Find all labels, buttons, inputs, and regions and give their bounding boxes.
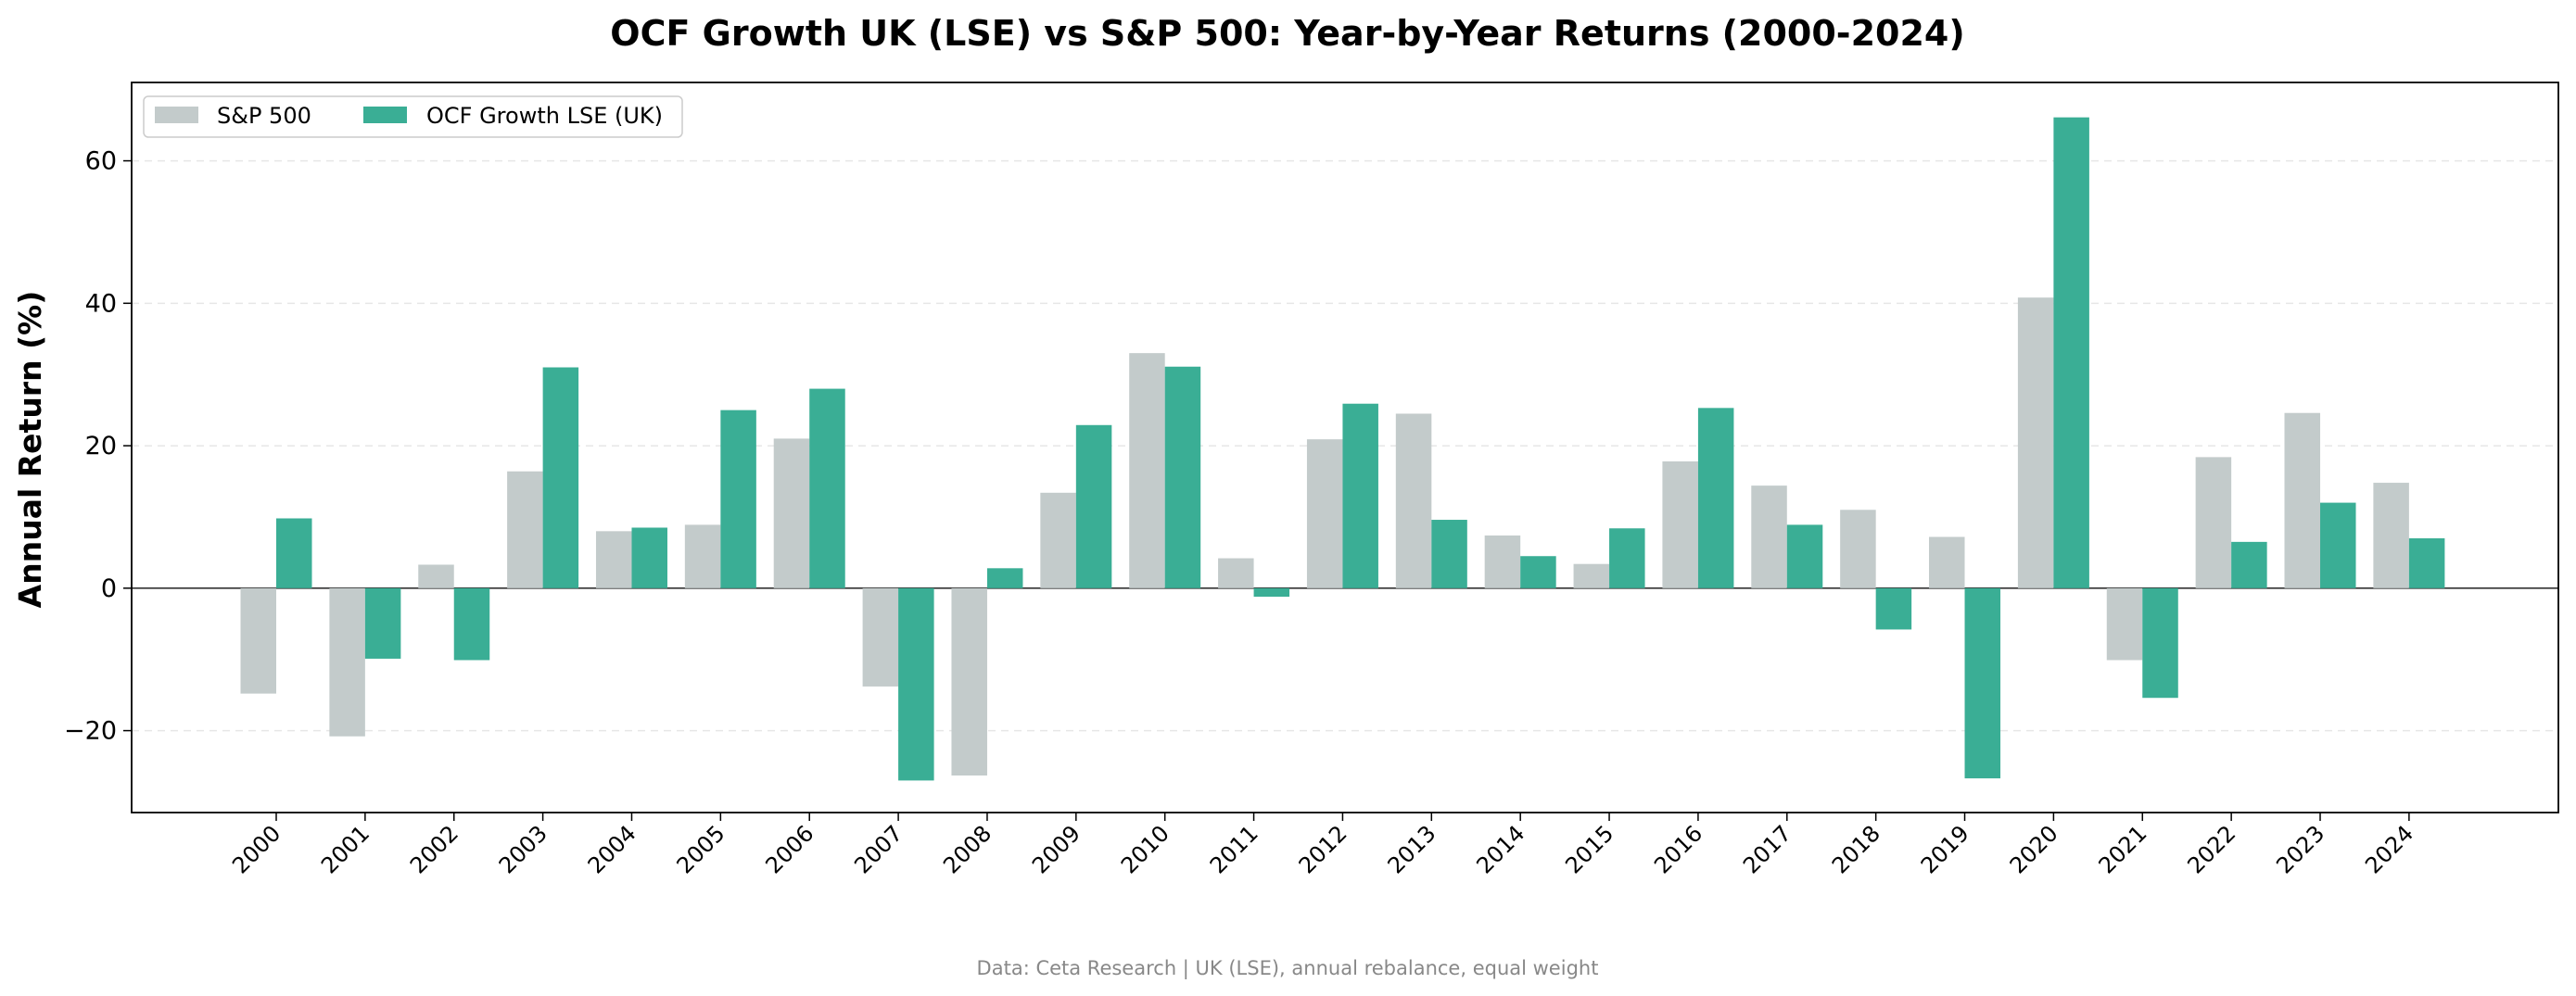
x-tick-label: 2008 — [938, 820, 996, 878]
bar-sp500 — [418, 564, 454, 588]
x-tick-label: 2019 — [1916, 820, 1974, 878]
x-tick-label: 2005 — [672, 820, 730, 878]
y-tick-label: 40 — [85, 289, 117, 318]
bar-ocf-growth — [631, 527, 667, 588]
bar-ocf-growth — [1253, 587, 1290, 598]
x-tick-label: 2009 — [1027, 820, 1085, 878]
bar-ocf-growth — [1697, 408, 1734, 588]
x-axis: 2000 2001 2002 2003 2004 2005 2006 2007 2008 2009… — [227, 813, 2418, 878]
x-tick-label: 2013 — [1383, 820, 1441, 878]
bar-ocf-growth — [453, 587, 490, 661]
y-axis-label: Annual Return (%) — [12, 291, 48, 609]
bar-ocf-growth — [2320, 502, 2356, 588]
bar-sp500 — [1395, 413, 1432, 588]
plot-frame — [131, 82, 2559, 813]
y-axis: −20 0 20 40 60 — [64, 147, 132, 746]
x-tick-label: 2003 — [494, 820, 552, 878]
legend-label-sp500: S&P 500 — [217, 103, 311, 129]
bar-sp500 — [2017, 297, 2054, 588]
bar-sp500 — [1573, 563, 1610, 588]
x-tick-label: 2004 — [583, 820, 641, 878]
bar-sp500 — [1040, 492, 1076, 588]
x-tick-label: 2016 — [1649, 820, 1707, 878]
bar-ocf-growth — [1520, 556, 1556, 588]
x-tick-label: 2018 — [1827, 820, 1885, 878]
chart-title: OCF Growth UK (LSE) vs S&P 500: Year-by-… — [610, 13, 1964, 54]
bar-ocf-growth — [898, 587, 934, 781]
legend-swatch-sp500 — [155, 107, 198, 123]
bar-sp500 — [1751, 485, 1787, 588]
bar-sp500 — [2373, 483, 2409, 588]
y-tick-label: 60 — [85, 147, 117, 176]
x-tick-label: 2001 — [316, 820, 374, 878]
legend: S&P 500 OCF Growth LSE (UK) — [143, 95, 683, 138]
bar-sp500 — [684, 524, 721, 588]
bar-sp500 — [2284, 412, 2321, 588]
bar-ocf-growth — [2142, 587, 2178, 699]
x-tick-label: 2006 — [760, 820, 818, 878]
x-tick-label: 2015 — [1560, 820, 1618, 878]
bar-ocf-growth — [2231, 541, 2267, 588]
bar-ocf-growth — [1431, 520, 1467, 588]
bar-sp500 — [951, 587, 987, 776]
x-tick-label: 2020 — [2005, 820, 2063, 878]
bar-ocf-growth — [809, 388, 845, 588]
x-tick-label: 2023 — [2271, 820, 2329, 878]
bar-ocf-growth — [1964, 587, 2001, 779]
x-tick-label: 2007 — [849, 820, 907, 878]
bar-sp500 — [1484, 535, 1521, 588]
bar-ocf-growth — [542, 367, 579, 588]
y-tick-label: −20 — [64, 717, 117, 746]
x-tick-label: 2014 — [1471, 820, 1529, 878]
bar-sp500 — [2195, 457, 2232, 588]
bar-sp500 — [773, 438, 810, 588]
x-tick-label: 2017 — [1738, 820, 1796, 878]
bar-ocf-growth — [276, 518, 312, 588]
bar-sp500 — [1840, 510, 1876, 588]
x-tick-label: 2002 — [405, 820, 463, 878]
bar-sp500 — [1218, 558, 1254, 588]
y-tick-label: 20 — [85, 432, 117, 460]
x-tick-label: 2012 — [1294, 820, 1352, 878]
bar-sp500 — [1306, 439, 1343, 588]
x-tick-label: 2011 — [1205, 820, 1263, 878]
x-tick-label: 2021 — [2094, 820, 2152, 878]
y-tick-label: 0 — [101, 574, 117, 603]
bar-ocf-growth — [2408, 538, 2445, 588]
bars — [240, 117, 2445, 781]
legend-label-ocf-growth: OCF Growth LSE (UK) — [426, 103, 663, 129]
bar-sp500 — [1129, 353, 1165, 588]
legend-frame — [143, 95, 683, 138]
footnote: Data: Ceta Research | UK (LSE), annual r… — [977, 957, 1599, 980]
bar-ocf-growth — [986, 568, 1023, 588]
x-tick-label: 2000 — [227, 820, 286, 878]
bar-sp500 — [1929, 536, 1965, 588]
bar-sp500 — [240, 587, 276, 694]
bar-ocf-growth — [364, 587, 401, 659]
bar-sp500 — [595, 531, 632, 588]
bar-ocf-growth — [1609, 528, 1645, 588]
bar-ocf-growth — [1342, 403, 1378, 588]
bar-sp500 — [862, 587, 899, 687]
bar-ocf-growth — [720, 410, 756, 588]
legend-swatch-ocf-growth — [363, 107, 407, 123]
bar-ocf-growth — [1164, 366, 1201, 588]
bar-ocf-growth — [1786, 524, 1823, 588]
bar-sp500 — [1662, 460, 1698, 588]
x-tick-label: 2022 — [2182, 820, 2240, 878]
bar-sp500 — [329, 587, 365, 737]
bar-ocf-growth — [1875, 587, 1912, 630]
x-tick-label: 2024 — [2360, 820, 2418, 878]
bar-ocf-growth — [2053, 117, 2089, 588]
x-tick-label: 2010 — [1116, 820, 1174, 878]
bar-ocf-growth — [1075, 424, 1112, 588]
bar-sp500 — [2106, 587, 2143, 661]
bar-sp500 — [507, 471, 543, 588]
